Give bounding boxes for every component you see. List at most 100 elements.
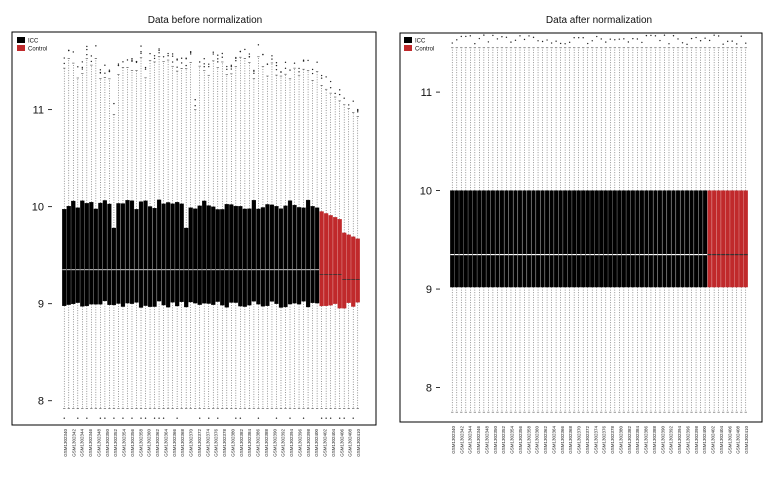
- x-tick-label: GSM1302404: [331, 429, 336, 457]
- outlier-point: [153, 57, 156, 60]
- outlier-point: [496, 38, 499, 40]
- box-icc: [490, 190, 495, 288]
- x-tick-label: GSM1302382: [627, 426, 632, 454]
- box-icc: [102, 200, 107, 302]
- outlier-point: [86, 48, 88, 51]
- outlier-point: [149, 52, 151, 55]
- x-tick-label: GSM1302342: [71, 429, 76, 457]
- outlier-point: [343, 417, 345, 419]
- outlier-point: [618, 38, 621, 40]
- box-icc: [504, 190, 509, 288]
- box-icc: [265, 204, 270, 306]
- outlier-point: [153, 55, 156, 57]
- outlier-point: [654, 35, 657, 37]
- box-icc: [703, 190, 708, 288]
- box-icc: [594, 190, 599, 288]
- outlier-point: [564, 43, 566, 45]
- outlier-point: [176, 58, 178, 60]
- outlier-point: [217, 58, 219, 60]
- outlier-point: [338, 417, 341, 419]
- box-icc: [626, 190, 631, 288]
- x-tick-label: GSM1302396: [685, 426, 690, 454]
- outlier-point: [257, 44, 260, 46]
- outlier-point: [587, 42, 589, 45]
- outlier-point: [451, 42, 453, 44]
- x-tick-label: GSM1302362: [155, 429, 160, 457]
- x-tick-label: GSM1302362: [543, 426, 548, 454]
- box-icc: [80, 200, 85, 307]
- box-icc: [120, 203, 126, 307]
- y-tick-label: 11: [421, 87, 432, 99]
- x-tick-label: GSM1302388: [652, 426, 657, 454]
- box-icc: [301, 207, 306, 302]
- outlier-point: [672, 35, 675, 37]
- box-icc: [459, 190, 464, 288]
- y-axis-before: 8 9 10 11: [32, 105, 52, 408]
- box-icc: [535, 190, 541, 288]
- outlier-point: [99, 71, 102, 74]
- outlier-point: [302, 417, 305, 419]
- x-tick-label: GSM1302348: [96, 429, 101, 457]
- box-icc: [653, 190, 658, 288]
- box-icc: [193, 208, 198, 304]
- x-tick-label: GSM1302360: [147, 429, 152, 457]
- outlier-point: [627, 41, 630, 43]
- box-icc: [522, 190, 527, 288]
- outlier-point: [104, 64, 106, 66]
- outlier-point: [690, 37, 693, 40]
- outlier-point: [117, 63, 120, 65]
- box-icc: [689, 190, 694, 288]
- x-tick-label: GSM1302386: [256, 429, 261, 457]
- outlier-point: [681, 42, 684, 44]
- x-tick-label: GSM1302402: [711, 426, 716, 454]
- outlier-point: [253, 72, 255, 75]
- x-tick-label: GSM1302400: [702, 426, 707, 454]
- outlier-point: [717, 35, 720, 37]
- outlier-point: [284, 61, 287, 64]
- box-icc: [143, 200, 148, 306]
- outlier-point: [63, 57, 65, 59]
- x-tick-label: GSM1302374: [593, 426, 598, 454]
- x-tick-label: GSM1302344: [468, 426, 473, 454]
- box-icc: [89, 202, 94, 305]
- outlier-point: [194, 105, 196, 107]
- box-icc: [84, 203, 89, 307]
- outlier-point: [122, 61, 124, 63]
- box-icc: [107, 203, 112, 305]
- y-tick-label: 8: [426, 383, 432, 395]
- box-control: [355, 238, 360, 303]
- outlier-point: [704, 37, 706, 39]
- outlier-point: [298, 67, 300, 70]
- y-axis-after: 8 9 10 11: [420, 87, 440, 395]
- box-icc: [684, 190, 690, 288]
- outlier-point: [713, 34, 715, 36]
- box-icc: [454, 190, 459, 288]
- outlier-point: [86, 45, 88, 48]
- outlier-point: [289, 417, 291, 419]
- x-tick-label: GSM1302370: [189, 429, 194, 457]
- outlier-point: [203, 63, 205, 65]
- box-icc: [152, 207, 157, 307]
- box-control: [337, 219, 342, 309]
- box-icc: [71, 200, 76, 305]
- outlier-point: [158, 48, 160, 50]
- legend-label-icc: ICC: [28, 39, 39, 45]
- x-tick-label: GSM1302392: [281, 429, 286, 457]
- box-icc: [675, 190, 681, 288]
- outlier-point: [650, 34, 652, 37]
- box-icc: [666, 190, 672, 288]
- box-icc: [468, 190, 473, 288]
- outlier-point: [63, 62, 65, 65]
- x-tick-label: GSM1302364: [551, 426, 556, 454]
- box-icc: [612, 190, 617, 288]
- outlier-point: [90, 60, 93, 63]
- outlier-point: [325, 417, 327, 419]
- outlier-point: [221, 56, 223, 58]
- x-tick-label: GSM1302366: [172, 429, 177, 457]
- outlier-point: [352, 417, 354, 419]
- legend-swatch-icc: [404, 37, 412, 43]
- box-icc: [292, 204, 297, 304]
- outlier-point: [519, 35, 521, 37]
- x-tick-label: GSM1302346: [88, 429, 93, 457]
- outlier-point: [167, 55, 169, 57]
